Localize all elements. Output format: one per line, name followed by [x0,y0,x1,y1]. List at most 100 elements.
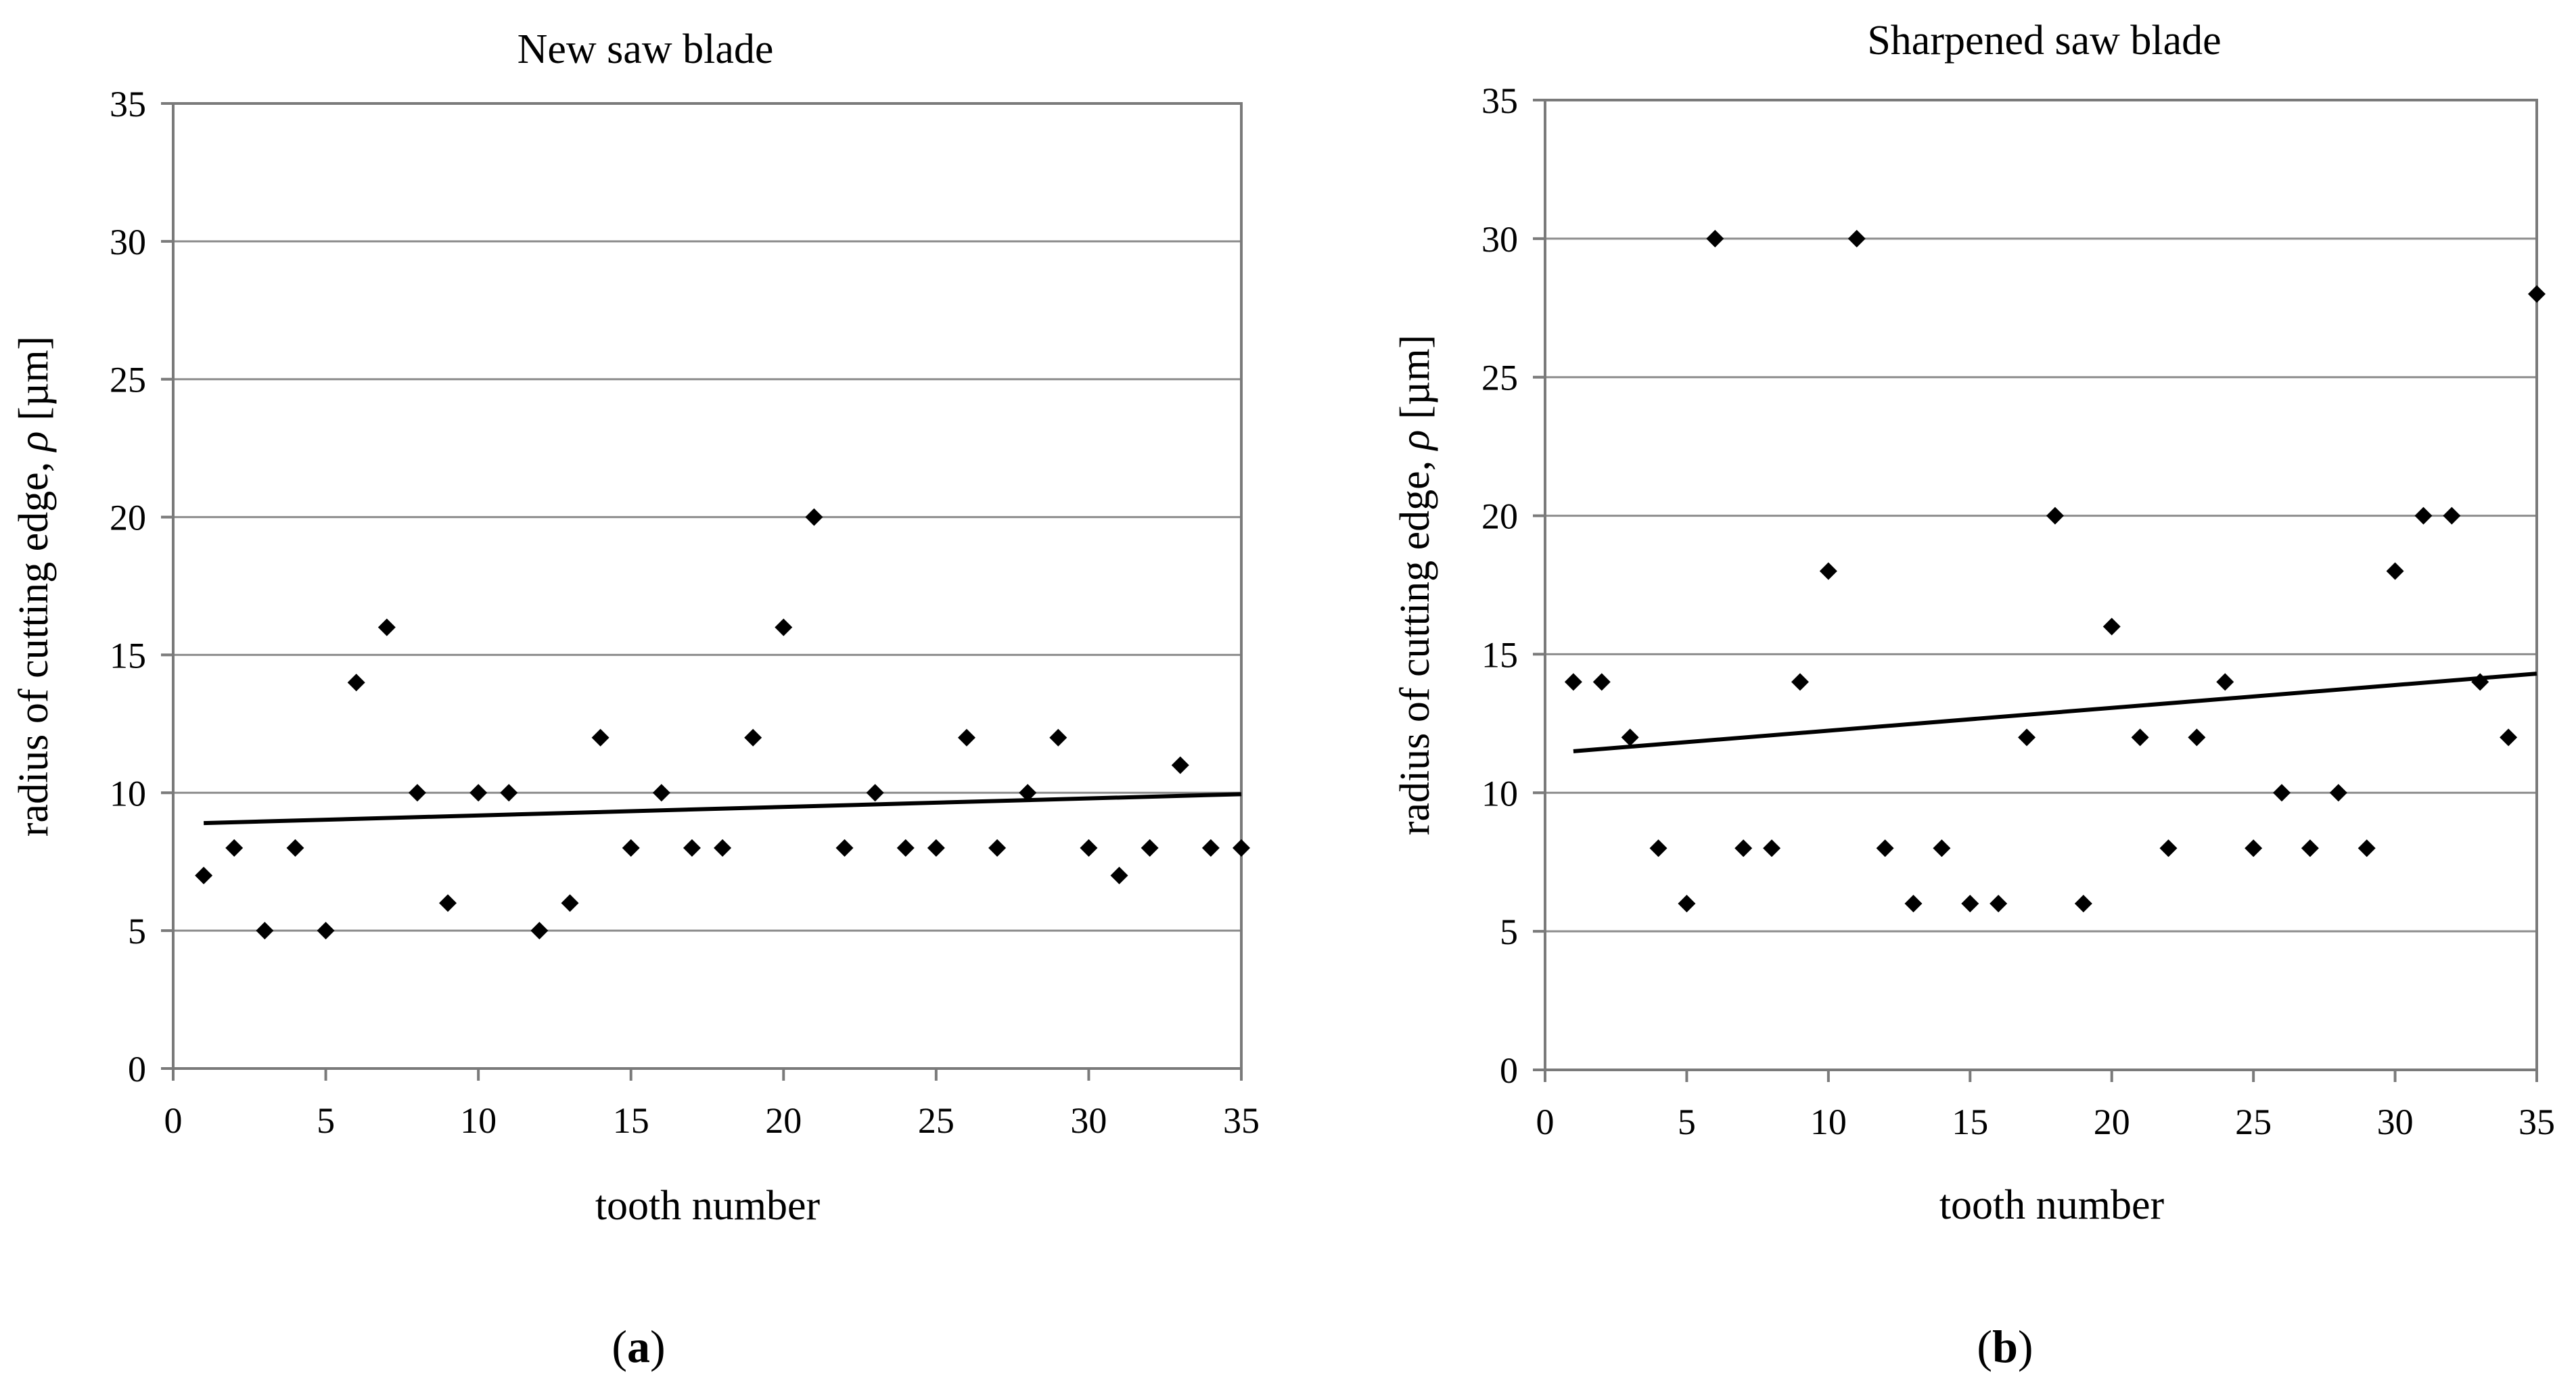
data-point [896,839,915,857]
x-axis-label: tooth number [595,1183,821,1229]
data-point [2528,285,2546,303]
y-axis-label-text: radius of cutting edge, [1392,450,1438,835]
data-point [1990,895,2008,913]
data-point [2102,617,2121,636]
x-tick-label: 15 [1952,1102,1988,1142]
y-tick-label: 30 [1481,219,1518,260]
chart-title: Sharpened saw blade [1867,18,2221,64]
data-point [1876,839,1894,858]
data-point [561,894,579,912]
x-tick-label: 0 [1536,1102,1555,1142]
data-point [1080,839,1098,857]
data-point [775,618,793,636]
y-axis-label: radius of cutting edge, ρ [µm] [1392,335,1438,835]
x-tick-label: 15 [613,1100,649,1141]
panel-label: (a) [612,1321,665,1372]
data-point [1564,673,1582,691]
data-point [2046,507,2064,525]
data-point [622,839,640,857]
data-point [1678,895,1696,913]
data-point [683,839,701,857]
data-point [927,839,945,857]
panel-label-open: ( [1977,1321,1992,1372]
x-tick-label: 5 [1678,1102,1696,1142]
data-point [1706,229,1724,248]
data-point [1049,728,1067,747]
data-point [2329,784,2347,802]
x-tick-label: 5 [317,1100,335,1141]
data-point [1141,839,1159,857]
data-point [835,839,854,857]
y-axis-label-unit: [µm] [11,336,57,431]
data-point [256,922,274,940]
panel-label-close: ) [650,1321,666,1372]
data-point [1961,895,1979,913]
panel-label: (b) [1977,1321,2033,1372]
chart-panel-2: 0 5 10 15 20 25 30 35 0 5 10 15 20 25 30 35 Sharpened sa… [1392,18,2555,1372]
data-point [1019,784,1037,802]
plot-area-border [1544,99,2538,1071]
x-tick-label: 20 [765,1100,802,1141]
y-tick-label: 35 [1481,80,1518,121]
y-tick-label: 15 [1481,634,1518,675]
data-point [591,728,610,747]
data-point [1904,895,1923,913]
data-point [347,674,365,692]
data-point [2074,895,2092,913]
x-tick-label: 35 [1223,1100,1260,1141]
y-tick-label: 0 [128,1049,146,1089]
data-point [1763,839,1781,858]
y-tick-label: 0 [1500,1050,1518,1091]
data-point [805,508,823,526]
data-point [225,839,244,857]
data-point [2188,728,2206,747]
x-tick-label: 0 [164,1100,183,1141]
data-point [1649,839,1668,858]
data-point [2018,728,2036,747]
trendline [1573,672,2537,753]
data-point [1734,839,1753,858]
data-point [652,784,670,802]
data-point [2386,562,2404,580]
x-tick-label: 35 [2518,1102,2555,1142]
y-tick-label: 20 [1481,496,1518,537]
data-point [1791,673,1809,691]
y-tick-label: 10 [110,773,146,814]
y-axis-label-unit: [µm] [1392,335,1438,430]
x-tick-label: 30 [2377,1102,2414,1142]
y-tick-label: 15 [110,635,146,676]
data-point [317,922,335,940]
data-point [988,839,1007,857]
data-point [1819,562,1837,580]
x-tick-label: 25 [2235,1102,2272,1142]
y-tick-label: 25 [110,360,146,400]
data-point [500,784,518,802]
data-point [408,784,426,802]
data-point [1233,839,1250,857]
y-tick-label: 10 [1481,773,1518,814]
y-axis-label: radius of cutting edge, ρ [µm] [11,336,57,837]
x-axis-label: tooth number [1939,1182,2165,1228]
data-point [1110,866,1128,885]
data-point [714,839,732,857]
y-tick-label: 35 [110,84,146,124]
y-axis-label-symbol: ρ [11,431,57,453]
x-tick-label: 30 [1070,1100,1107,1141]
data-point [2443,507,2461,525]
y-axis-label-symbol: ρ [1392,430,1438,452]
data-point [2414,507,2433,525]
data-point [195,866,213,885]
y-tick-label: 30 [110,222,146,262]
panel-label-open: ( [612,1321,627,1372]
data-point [2159,839,2178,858]
x-tick-label: 10 [1810,1102,1847,1142]
data-point [2358,839,2376,858]
data-point [469,784,488,802]
data-point [866,784,884,802]
data-point [286,839,304,857]
data-point [2245,839,2263,858]
chart-title: New saw blade [518,26,774,72]
data-point [2301,839,2319,858]
data-point [2471,673,2489,691]
